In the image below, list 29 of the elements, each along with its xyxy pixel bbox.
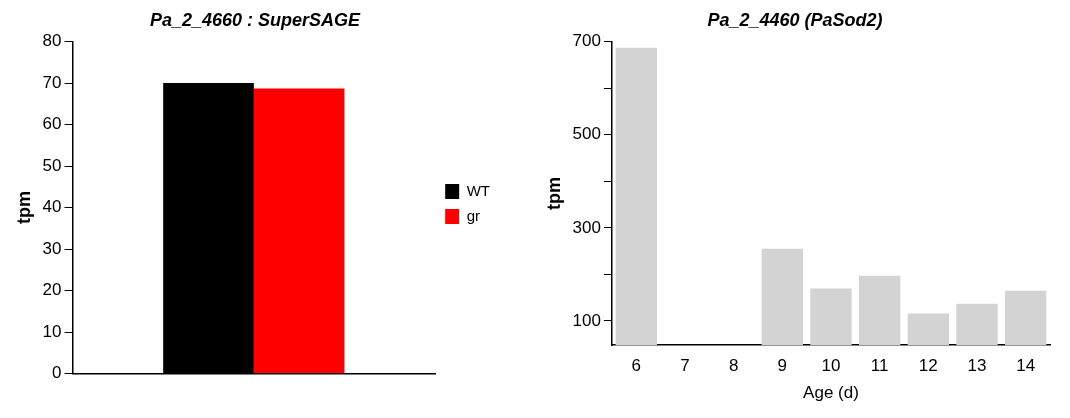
y-tick-label: 50 <box>42 155 62 175</box>
x-tick-label: 9 <box>777 356 788 376</box>
y-tick-label: 80 <box>42 31 62 51</box>
y-tick-label: 30 <box>42 238 62 258</box>
y-tick-label: 500 <box>572 124 601 144</box>
x-tick-label: 11 <box>870 356 889 376</box>
x-tick-label: 8 <box>728 356 739 376</box>
y-tick-label: 700 <box>572 31 601 51</box>
y-tick-label: 0 <box>52 363 62 383</box>
y-tick-label: 100 <box>572 310 601 330</box>
x-tick-label: 12 <box>918 356 938 376</box>
chart-title: Pa_2_4660 : SuperSAGE <box>149 9 362 30</box>
y-tick-label: 60 <box>42 114 62 134</box>
y-tick-label: 300 <box>572 217 601 237</box>
chart-title: Pa_2_4460 (PaSod2) <box>707 9 883 30</box>
x-tick-label: 13 <box>967 356 987 376</box>
x-tick-label: 6 <box>631 356 642 376</box>
y-tick-label: 70 <box>42 72 62 92</box>
y-axis-title: tpm <box>13 191 34 225</box>
x-tick-label: 10 <box>821 356 841 376</box>
y-axis-title: tpm <box>543 176 564 210</box>
y-tick-label: 40 <box>42 197 62 217</box>
x-tick-label: 14 <box>1016 356 1036 376</box>
x-tick-label: 7 <box>680 356 690 376</box>
legend-label: gr <box>466 206 481 224</box>
y-tick-label: 20 <box>42 280 62 300</box>
x-axis-title: Age (d) <box>803 383 859 403</box>
legend-label: WT <box>466 181 491 199</box>
y-tick-label: 10 <box>42 321 62 341</box>
